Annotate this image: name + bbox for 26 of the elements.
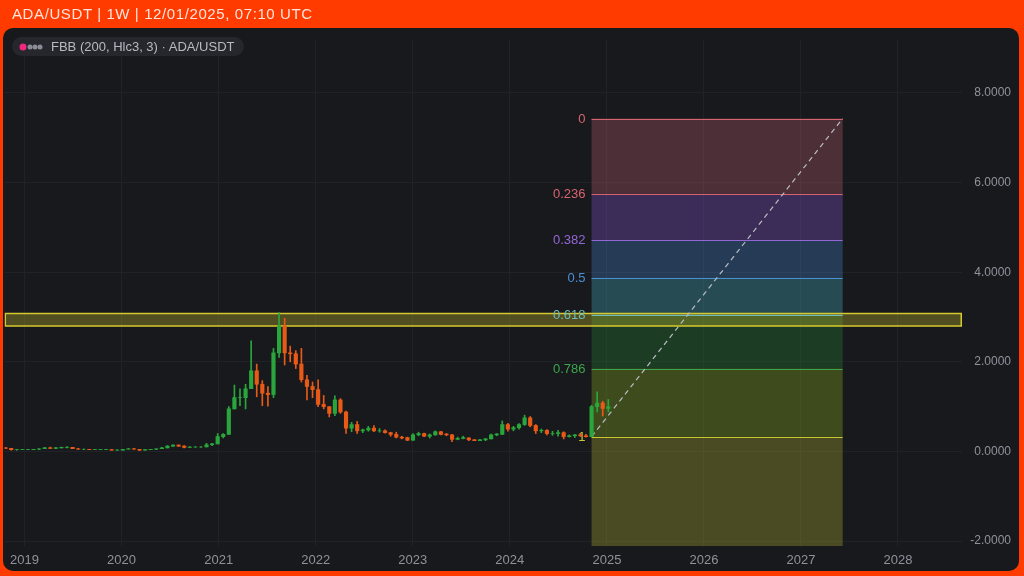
annotation: 0.5 (567, 270, 586, 286)
annotation: 0.786 (553, 361, 586, 377)
x-tick-label: 2027 (786, 552, 816, 568)
annotation: 0.382 (553, 232, 586, 248)
y-tick-label: 0.0000 (974, 443, 1012, 458)
x-tick-label: 2024 (495, 552, 525, 568)
chart-title: ADA/USDT | 1W | 12/01/2025, 07:10 UTC (12, 4, 313, 24)
x-tick-label: 2021 (204, 552, 234, 568)
annotation: 0 (578, 111, 586, 127)
x-tick-label: 2023 (398, 552, 428, 568)
x-tick-label: 2028 (883, 552, 913, 568)
candlestick (170, 444, 176, 447)
y-tick-label: 8.0000 (974, 85, 1012, 100)
y-tick-label: -2.0000 (970, 533, 1012, 548)
annotation: 0.236 (553, 186, 586, 202)
y-tick-label: 2.0000 (974, 354, 1012, 369)
x-tick-label: 2019 (10, 552, 39, 568)
x-tick-label: 2026 (689, 552, 719, 568)
candlestick (159, 447, 164, 450)
x-tick-label: 2022 (301, 552, 331, 568)
y-tick-label: 6.0000 (974, 174, 1012, 189)
annotation: FBB (200, Hlc3, 3) · ADA/USDT (51, 39, 235, 54)
x-tick-label: 2020 (107, 552, 136, 568)
x-tick-label: 2025 (592, 552, 622, 568)
y-tick-label: 4.0000 (974, 264, 1012, 279)
candlestick (42, 447, 47, 450)
